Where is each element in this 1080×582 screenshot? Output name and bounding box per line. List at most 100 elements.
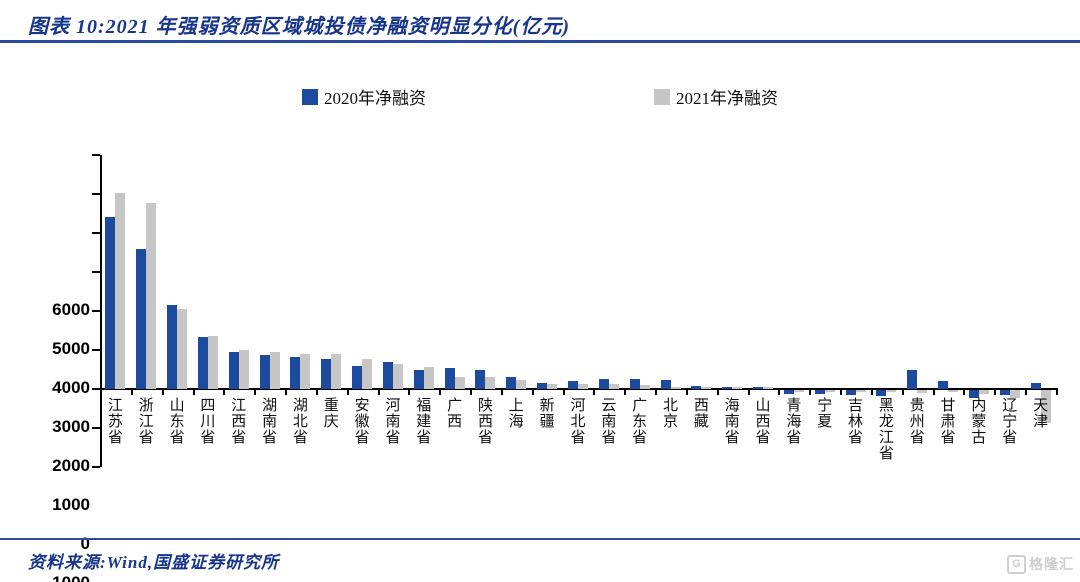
bar-chart-plot-area: [92, 154, 1058, 468]
x-tick-mark: [778, 388, 781, 395]
x-axis-label: 辽宁省: [1002, 398, 1018, 446]
title-divider: [0, 40, 1080, 43]
bar-2020: [413, 370, 424, 389]
legend-label-2021: 2021年净融资: [676, 89, 778, 108]
bar-2021: [207, 335, 218, 389]
x-axis-label: 新疆: [539, 398, 555, 430]
x-axis-label: 天津: [1033, 398, 1049, 430]
y-tick-mark: [92, 154, 100, 156]
bar-2020: [722, 386, 733, 389]
bar-2021: [269, 351, 280, 389]
x-axis-line: [100, 388, 1056, 390]
bar-2020: [1030, 383, 1041, 389]
bar-2020: [753, 386, 764, 389]
bar-2020: [506, 377, 517, 389]
x-tick-mark: [624, 388, 627, 395]
y-tick-mark: [92, 466, 100, 468]
x-axis-label: 贵州省: [909, 398, 925, 446]
x-tick-mark: [500, 388, 503, 395]
bar-2020: [537, 382, 548, 389]
bar-2020: [814, 390, 825, 394]
bar-2020: [629, 379, 640, 389]
bar-2021: [886, 390, 897, 392]
bar-2020: [444, 367, 455, 389]
bar-2021: [423, 366, 434, 389]
bar-2020: [660, 379, 671, 389]
x-tick-mark: [901, 388, 904, 395]
bar-2021: [917, 390, 928, 394]
x-axis-label: 安徽省: [354, 398, 370, 446]
x-axis-label: 广东省: [632, 398, 648, 446]
x-tick-mark: [1056, 388, 1058, 395]
x-tick-mark: [870, 388, 873, 395]
bar-2020: [259, 355, 270, 389]
x-axis-label: 浙江省: [138, 398, 154, 446]
footer-divider: [0, 538, 1080, 540]
x-tick-mark: [192, 388, 195, 395]
bar-2021: [855, 390, 866, 392]
y-tick-mark: [92, 271, 100, 273]
y-tick-mark: [92, 310, 100, 312]
x-axis-label: 江西省: [231, 398, 247, 446]
bar-2021: [300, 353, 311, 389]
bar-2020: [321, 358, 332, 389]
x-tick-mark: [408, 388, 411, 395]
x-axis-label: 陕西省: [477, 398, 493, 446]
y-axis-label: 5000: [52, 339, 90, 358]
x-tick-mark: [932, 388, 935, 395]
x-tick-mark: [747, 388, 750, 395]
x-axis-label: 上海: [508, 398, 524, 430]
data-source: 资料来源:Wind,国盛证券研究所: [28, 553, 280, 572]
x-axis-label: 福建省: [416, 398, 432, 446]
y-axis-label: 2000: [52, 456, 90, 475]
legend-swatch-2020-icon: [302, 88, 318, 105]
bar-2020: [845, 390, 856, 396]
bar-2020: [568, 380, 578, 389]
bar-2020: [907, 370, 918, 389]
y-tick-mark: [92, 388, 100, 390]
gelonghui-logo-icon: G: [1007, 554, 1026, 574]
x-tick-mark: [531, 388, 534, 395]
x-axis-label: 宁夏: [817, 398, 833, 430]
x-tick-mark: [685, 388, 688, 395]
x-tick-mark: [809, 388, 812, 395]
bar-2020: [999, 390, 1010, 395]
bar-2021: [547, 384, 558, 389]
bar-2021: [238, 349, 249, 389]
x-tick-mark: [963, 388, 966, 395]
x-tick-mark: [470, 388, 473, 395]
bar-2020: [968, 390, 979, 399]
bar-2020: [290, 356, 301, 389]
y-axis-label: 4000: [52, 378, 90, 397]
bar-2021: [639, 385, 650, 389]
bar-2021: [177, 309, 188, 389]
x-tick-mark: [377, 388, 380, 395]
bar-2021: [331, 354, 342, 389]
x-tick-mark: [439, 388, 442, 395]
bar-2020: [475, 369, 486, 389]
bar-2020: [598, 378, 609, 389]
bar-2021: [1009, 390, 1020, 399]
x-tick-mark: [346, 388, 349, 395]
y-axis-line: [100, 155, 102, 467]
y-axis-label: 6000: [52, 300, 90, 319]
bar-2021: [392, 363, 403, 389]
legend-swatch-2021-icon: [654, 88, 670, 105]
bar-2021: [578, 383, 588, 389]
x-axis-label: 湖北省: [292, 398, 308, 446]
bar-2020: [197, 337, 208, 389]
bar-2021: [115, 193, 126, 389]
y-axis-label: 3000: [52, 417, 90, 436]
x-tick-mark: [655, 388, 658, 395]
x-axis-label: 山西省: [755, 398, 771, 446]
y-axis-label: 0: [80, 534, 90, 553]
bar-2021: [824, 390, 835, 392]
x-tick-mark: [315, 388, 318, 395]
x-axis-label: 广西: [447, 398, 463, 430]
x-axis-label: 青海省: [786, 398, 802, 446]
bar-2021: [978, 390, 989, 394]
x-tick-mark: [994, 388, 997, 395]
x-tick-mark: [161, 388, 164, 395]
x-tick-mark: [562, 388, 565, 395]
